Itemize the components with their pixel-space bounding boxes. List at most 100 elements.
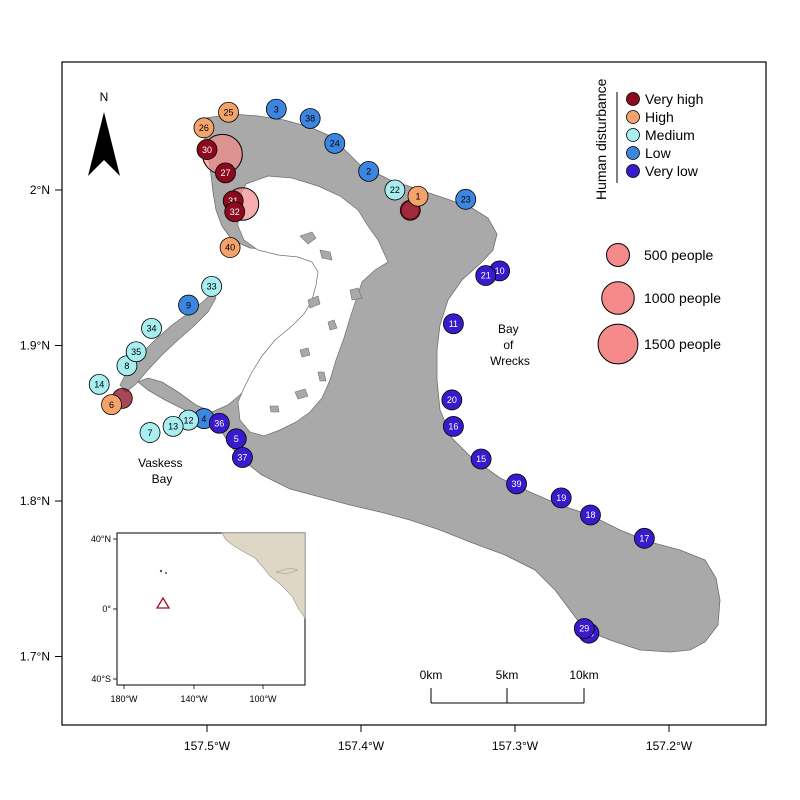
scale-label-10: 10km xyxy=(569,668,598,682)
site-label: 5 xyxy=(234,434,239,444)
population-legend-swatch xyxy=(606,243,630,267)
site-29[interactable]: 29 xyxy=(573,618,595,639)
site-marker xyxy=(178,294,199,316)
site-34[interactable]: 34 xyxy=(141,317,162,339)
site-19[interactable]: 19 xyxy=(550,487,572,509)
site-32[interactable]: 32 xyxy=(224,201,246,223)
site-label: 19 xyxy=(556,493,566,503)
site-37[interactable]: 37 xyxy=(232,447,253,468)
site-label: 12 xyxy=(184,415,194,425)
site-marker xyxy=(573,618,595,639)
site-6[interactable]: 6 xyxy=(101,394,122,415)
site-40[interactable]: 40 xyxy=(219,237,241,258)
site-30[interactable]: 30 xyxy=(196,139,218,160)
legend-swatch xyxy=(626,146,640,160)
site-36[interactable]: 36 xyxy=(208,412,230,434)
north-label: N xyxy=(100,90,109,104)
population-legend-label: 1500 people xyxy=(644,336,721,352)
site-label: 26 xyxy=(199,123,209,133)
site-26[interactable]: 26 xyxy=(193,117,215,139)
legend-swatch xyxy=(626,110,640,124)
inset-map: 40°N 0° 40°S 180°W 140°W 100°W xyxy=(91,532,306,704)
site-marker xyxy=(88,373,110,395)
site-marker xyxy=(580,504,601,526)
site-label: 6 xyxy=(109,400,114,410)
site-7[interactable]: 7 xyxy=(139,422,161,443)
site-label: 36 xyxy=(214,418,224,428)
site-label: 13 xyxy=(168,422,178,432)
site-marker xyxy=(219,237,241,258)
site-23[interactable]: 23 xyxy=(455,188,477,210)
site-label: 25 xyxy=(224,107,234,117)
legend-title: Human disturbance xyxy=(593,78,609,200)
site-marker xyxy=(139,422,161,443)
y-axis: 2°N 1.9°N 1.8°N 1.7°N xyxy=(20,183,62,664)
site-marker xyxy=(232,447,253,468)
site-2[interactable]: 2 xyxy=(358,160,380,182)
site-marker xyxy=(442,415,464,437)
legend-item-medium: Medium xyxy=(626,127,695,143)
legend-item-low: Low xyxy=(626,145,672,161)
site-marker xyxy=(224,201,246,223)
site-marker xyxy=(442,313,464,335)
site-5[interactable]: 5 xyxy=(225,428,247,450)
site-15[interactable]: 15 xyxy=(470,448,492,470)
lagoon-islets xyxy=(269,231,363,413)
site-marker xyxy=(208,412,230,434)
site-marker xyxy=(125,341,147,363)
site-marker xyxy=(201,276,223,297)
site-18[interactable]: 18 xyxy=(580,504,601,526)
site-22[interactable]: 22 xyxy=(384,179,406,201)
legend-item-very_high: Very high xyxy=(626,91,703,107)
site-marker xyxy=(162,415,184,437)
x-tick-label-2: 157.3°W xyxy=(492,739,539,753)
site-20[interactable]: 20 xyxy=(441,389,463,411)
y-tick-label-1: 1.9°N xyxy=(20,339,50,353)
site-label: 11 xyxy=(449,319,458,329)
inset-lon-140w: 140°W xyxy=(180,694,208,704)
legend-item-very_low: Very low xyxy=(626,163,699,179)
site-27[interactable]: 27 xyxy=(215,162,236,184)
legend-label: Medium xyxy=(645,127,695,143)
site-11[interactable]: 11 xyxy=(442,313,464,335)
legend-swatch xyxy=(626,128,640,142)
site-17[interactable]: 17 xyxy=(633,527,655,549)
site-label: 15 xyxy=(476,454,486,464)
site-9[interactable]: 9 xyxy=(178,294,199,316)
site-label: 33 xyxy=(207,282,217,292)
site-marker xyxy=(441,389,463,411)
site-marker xyxy=(358,160,380,182)
scale-label-5: 5km xyxy=(496,668,519,682)
legend-label: Very high xyxy=(645,91,703,107)
site-label: 34 xyxy=(147,324,157,334)
site-13[interactable]: 13 xyxy=(162,415,184,437)
site-39[interactable]: 39 xyxy=(506,473,527,495)
site-label: 37 xyxy=(237,453,247,463)
site-25[interactable]: 25 xyxy=(218,101,239,123)
population-legend: 500 people 1000 people 1500 people xyxy=(597,243,721,365)
y-tick-label-2: 1.8°N xyxy=(20,494,50,508)
site-label: 18 xyxy=(585,510,595,520)
inset-cuba xyxy=(275,567,299,575)
legend-swatch xyxy=(626,164,640,178)
site-label: 3 xyxy=(274,104,279,114)
site-35[interactable]: 35 xyxy=(125,341,147,363)
site-marker xyxy=(324,132,346,154)
site-1[interactable]: 1 xyxy=(407,185,429,207)
population-legend-label: 500 people xyxy=(644,247,714,263)
inset-lon-100w: 100°W xyxy=(249,694,277,704)
site-3[interactable]: 3 xyxy=(265,98,287,120)
legend-label: Low xyxy=(645,145,672,161)
site-label: 35 xyxy=(131,347,141,357)
site-marker xyxy=(218,101,239,123)
site-21[interactable]: 21 xyxy=(475,265,497,286)
site-14[interactable]: 14 xyxy=(88,373,110,395)
site-16[interactable]: 16 xyxy=(442,415,464,437)
y-tick-label-0: 2°N xyxy=(30,183,50,197)
population-legend-swatch xyxy=(597,323,639,365)
site-33[interactable]: 33 xyxy=(201,276,223,297)
site-38[interactable]: 38 xyxy=(299,108,321,129)
site-24[interactable]: 24 xyxy=(324,132,346,154)
north-arrow-icon xyxy=(88,112,120,176)
